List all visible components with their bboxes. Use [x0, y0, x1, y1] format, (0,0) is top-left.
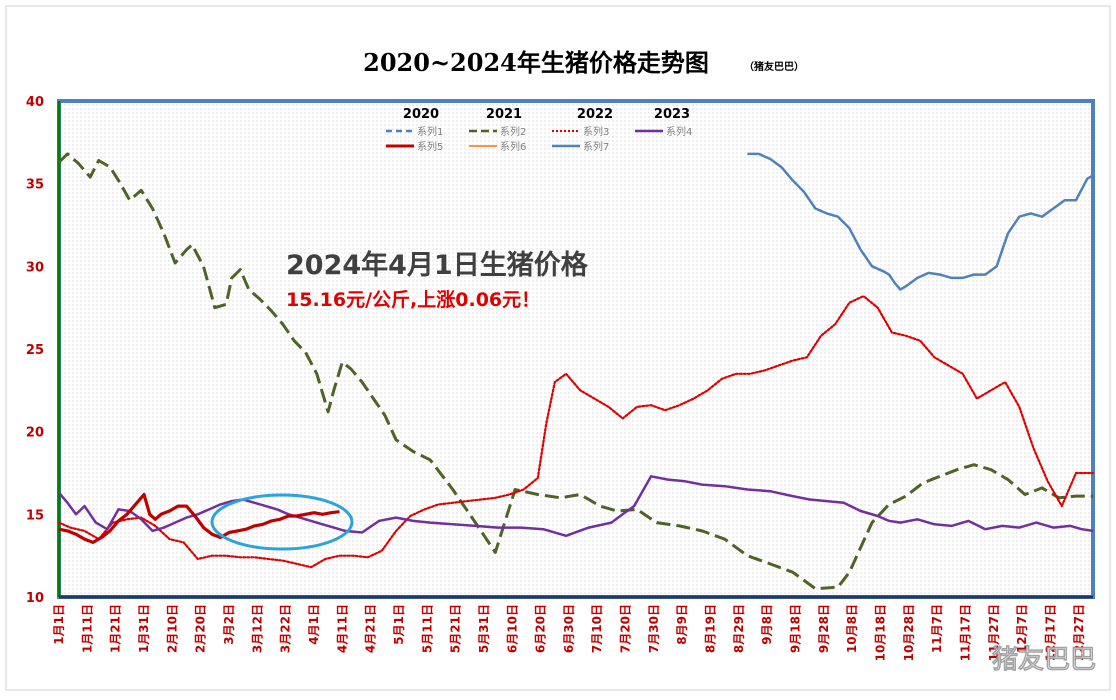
series-line-5 [58, 492, 340, 545]
x-tick-label: 9月28日 [817, 604, 831, 653]
x-tick-label: 3月22日 [279, 604, 293, 653]
series-line-2 [57, 152, 1093, 591]
x-tick-label: 12月17日 [1044, 604, 1058, 661]
highlight-ellipse [210, 493, 354, 551]
x-tick-label: 6月10日 [505, 604, 519, 653]
legend-label-series1: 系列1 [417, 125, 443, 138]
legend-label-series4: 系列4 [666, 125, 692, 138]
legend: 2020 2021 2022 2023 系列1 系列2 系列3 系列4 系列5 … [386, 107, 692, 153]
y-tick-label: 25 [26, 343, 44, 358]
y-tick-label: 30 [26, 260, 44, 275]
x-tick-label: 1月1日 [52, 604, 66, 645]
x-tick-label: 5月31日 [477, 604, 491, 653]
x-tick-label: 8月9日 [675, 604, 689, 645]
annotation-headline: 2024年4月1日生猪价格 [286, 249, 589, 281]
x-tick-label: 8月29日 [732, 604, 746, 653]
x-tick-label: 5月21日 [449, 604, 463, 653]
legend-label-series3: 系列3 [583, 125, 609, 138]
x-tick-label: 7月30日 [647, 604, 661, 653]
x-tick-label: 9月18日 [789, 604, 803, 653]
x-tick-label: 1月21日 [109, 604, 123, 653]
series-layer [57, 152, 1095, 591]
legend-label-series6: 系列6 [500, 140, 526, 153]
annotation-detail: 15.16元/公斤,上涨0.06元！ [286, 289, 540, 311]
x-tick-label: 11月27日 [987, 604, 1001, 661]
x-tick-label: 12月27日 [1072, 604, 1086, 661]
y-tick-labels: 10 15 20 25 30 35 40 [26, 95, 44, 606]
x-tick-label: 10月28日 [902, 604, 916, 661]
x-tick-label: 1月11日 [80, 604, 94, 653]
legend-year-2023: 2023 [654, 107, 690, 122]
x-tick-label: 1月31日 [137, 604, 151, 653]
series-line-7 [747, 152, 1094, 291]
x-tick-label: 9月8日 [760, 604, 774, 645]
legend-label-series7: 系列7 [583, 140, 609, 153]
x-tick-label: 10月8日 [845, 604, 859, 653]
legend-label-series2: 系列2 [500, 125, 526, 138]
x-tick-label: 8月19日 [704, 604, 718, 653]
x-tick-label: 11月17日 [959, 604, 973, 661]
x-tick-label: 5月11日 [420, 604, 434, 653]
y-tick-label: 15 [26, 508, 44, 523]
x-tick-label: 3月12日 [250, 604, 264, 653]
x-tick-label: 5月1日 [392, 604, 406, 645]
chart-subtitle: （猪友巴巴） [744, 60, 804, 73]
y-tick-label: 20 [26, 426, 44, 441]
y-tick-label: 10 [26, 591, 44, 606]
x-tick-labels: 1月1日 1月11日 1月21日 1月31日 2月10日 2月20日 3月2日 3月12日 3月… [52, 604, 1086, 661]
x-tick-label: 11月7日 [930, 604, 944, 653]
x-tick-label: 3月2日 [222, 604, 236, 645]
legend-label-series5: 系列5 [417, 140, 443, 153]
legend-year-2021: 2021 [486, 107, 522, 122]
x-tick-label: 6月20日 [534, 604, 548, 653]
x-tick-label: 12月7日 [1015, 604, 1029, 653]
x-tick-label: 4月11日 [335, 604, 349, 653]
x-tick-label: 2月20日 [194, 604, 208, 653]
x-tick-label: 7月10日 [590, 604, 604, 653]
legend-year-2022: 2022 [577, 107, 613, 122]
x-tick-label: 6月30日 [562, 604, 576, 653]
x-tick-label: 4月21日 [364, 604, 378, 653]
series-line-3 [57, 295, 1095, 569]
watermark-text: 猪友巴巴 [992, 645, 1096, 675]
series-line-4 [58, 475, 1094, 538]
legend-year-2020: 2020 [403, 107, 439, 122]
plot-area [57, 99, 1095, 599]
y-tick-label: 40 [26, 95, 44, 110]
x-tick-label: 7月20日 [619, 604, 633, 653]
x-tick-label: 4月1日 [307, 604, 321, 645]
chart-title: 2020~2024年生猪价格走势图 [363, 48, 709, 77]
x-tick-label: 10月18日 [874, 604, 888, 661]
y-tick-label: 35 [26, 178, 44, 193]
x-tick-label: 2月10日 [165, 604, 179, 653]
